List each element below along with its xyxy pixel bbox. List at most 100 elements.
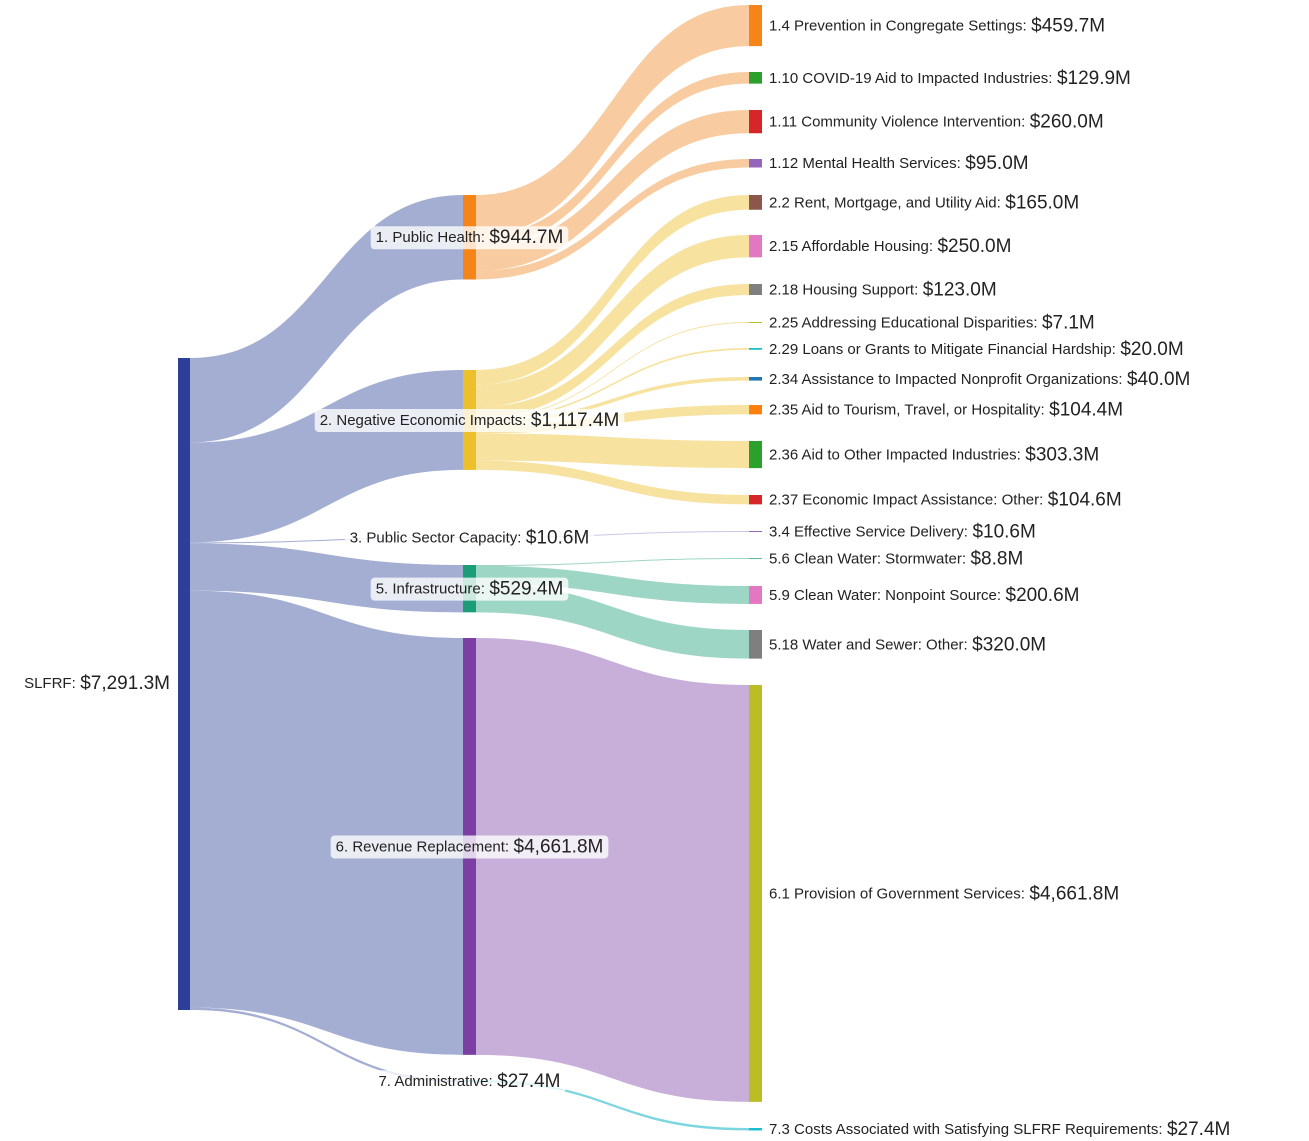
label-text: 6.1 Provision of Government Services: $4… (769, 883, 1119, 904)
link (476, 583, 749, 659)
label-text: 7.3 Costs Associated with Satisfying SLF… (769, 1119, 1230, 1140)
node (749, 405, 762, 415)
label-name: 5.18 Water and Sewer: Other: (769, 636, 968, 653)
label-value: $7,291.3M (80, 673, 170, 694)
label-text: 2.35 Aid to Tourism, Travel, or Hospital… (769, 400, 1123, 421)
link (476, 460, 749, 505)
label-text: 1.4 Prevention in Congregate Settings: $… (769, 16, 1105, 37)
link (476, 433, 749, 469)
label-text: 1.12 Mental Health Services: $95.0M (769, 153, 1029, 174)
link (476, 235, 749, 408)
label-value: $104.4M (1049, 400, 1123, 421)
node (749, 630, 762, 659)
label-text: 2.18 Housing Support: $123.0M (769, 280, 997, 301)
label-text: 1.10 COVID-19 Aid to Impacted Industries… (769, 68, 1131, 89)
label-text: 6. Revenue Replacement: $4,661.8M (336, 836, 604, 857)
node (749, 377, 762, 381)
label-value: $4,661.8M (514, 836, 604, 857)
link (476, 322, 749, 420)
node-label: 5. Infrastructure: $529.4M (370, 577, 569, 601)
link (476, 159, 749, 280)
label-value: $123.0M (923, 280, 997, 301)
node (749, 159, 762, 168)
label-text: 2.15 Affordable Housing: $250.0M (769, 236, 1011, 257)
label-name: 7.3 Costs Associated with Satisfying SLF… (769, 1121, 1163, 1138)
label-value: $165.0M (1005, 192, 1079, 213)
label-name: 2.18 Housing Support: (769, 281, 918, 298)
label-value: $944.7M (489, 227, 563, 248)
label-name: 2. Negative Economic Impacts: (320, 412, 527, 429)
node-label: 2.29 Loans or Grants to Mitigate Financi… (769, 339, 1184, 360)
label-text: 2.2 Rent, Mortgage, and Utility Aid: $16… (769, 192, 1079, 213)
label-value: $27.4M (497, 1071, 560, 1092)
label-value: $27.4M (1167, 1119, 1230, 1140)
node (749, 558, 762, 559)
node-label: 7. Administrative: $27.4M (373, 1070, 566, 1094)
node (749, 110, 762, 134)
label-text: 2.36 Aid to Other Impacted Industries: $… (769, 445, 1099, 466)
node (749, 1128, 762, 1131)
label-text: 5.9 Clean Water: Nonpoint Source: $200.6… (769, 585, 1079, 606)
labels: SLFRF: $7,291.3M 1.4 Prevention in Congre… (24, 16, 1230, 1141)
node-label: 1.12 Mental Health Services: $95.0M (769, 153, 1029, 174)
link (476, 531, 749, 538)
label-name: 2.36 Aid to Other Impacted Industries: (769, 447, 1021, 464)
link (476, 110, 749, 271)
node (749, 685, 762, 1102)
link (476, 638, 749, 1102)
label-name: 2.34 Assistance to Impacted Nonprofit Or… (769, 371, 1123, 388)
node-label: 2.18 Housing Support: $123.0M (769, 280, 997, 301)
link (476, 558, 749, 566)
node-label: 3. Public Sector Capacity: $10.6M (344, 526, 595, 550)
label-text: 2.29 Loans or Grants to Mitigate Financi… (769, 339, 1184, 360)
node-label: 2. Negative Economic Impacts: $1,117.4M (314, 408, 625, 432)
label-name: 7. Administrative: (378, 1073, 492, 1090)
label-value: $95.0M (965, 153, 1028, 174)
node-label: 2.15 Affordable Housing: $250.0M (769, 236, 1011, 257)
label-name: 6.1 Provision of Government Services: (769, 885, 1025, 902)
label-value: $459.7M (1031, 16, 1105, 37)
label-name: 3.4 Effective Service Delivery: (769, 523, 968, 540)
label-text: 7. Administrative: $27.4M (378, 1071, 560, 1092)
label-name: 3. Public Sector Capacity: (350, 529, 522, 546)
label-name: 5.6 Clean Water: Stormwater: (769, 550, 966, 567)
node (749, 5, 762, 47)
label-name: 2.25 Addressing Educational Disparities: (769, 314, 1038, 331)
label-value: $200.6M (1006, 585, 1080, 606)
label-value: $10.6M (972, 522, 1035, 543)
label-name: 1.11 Community Violence Intervention: (769, 114, 1025, 131)
label-box (344, 526, 595, 550)
label-name: 6. Revenue Replacement: (336, 838, 509, 855)
node-label: 1.10 COVID-19 Aid to Impacted Industries… (769, 68, 1131, 89)
node-label: 1.4 Prevention in Congregate Settings: $… (769, 16, 1105, 37)
label-value: $529.4M (489, 579, 563, 600)
node (749, 441, 762, 469)
node-label: 2.37 Economic Impact Assistance: Other: … (769, 490, 1122, 511)
label-box (370, 226, 569, 250)
node-label: 2.36 Aid to Other Impacted Industries: $… (769, 445, 1099, 466)
label-name: 2.35 Aid to Tourism, Travel, or Hospital… (769, 402, 1045, 419)
label-value: $20.0M (1120, 339, 1183, 360)
node-label: 5.9 Clean Water: Nonpoint Source: $200.6… (769, 585, 1079, 606)
node (749, 495, 762, 505)
node-label: 5.18 Water and Sewer: Other: $320.0M (769, 634, 1046, 655)
link (476, 5, 749, 237)
link (476, 284, 749, 419)
link (476, 348, 749, 421)
link (190, 590, 463, 1055)
node-label: 7.3 Costs Associated with Satisfying SLF… (769, 1119, 1230, 1140)
node-label: 2.34 Assistance to Impacted Nonprofit Or… (769, 369, 1190, 390)
node-label: 2.35 Aid to Tourism, Travel, or Hospital… (769, 400, 1123, 421)
node-label: 1. Public Health: $944.7M (370, 226, 569, 250)
label-text: 2.34 Assistance to Impacted Nonprofit Or… (769, 369, 1190, 390)
link (190, 537, 463, 544)
label-value: $4,661.8M (1029, 883, 1119, 904)
label-text: 3. Public Sector Capacity: $10.6M (350, 528, 590, 549)
label-text: 2.37 Economic Impact Assistance: Other: … (769, 490, 1122, 511)
label-value: $8.8M (970, 549, 1023, 570)
node-label: 2.25 Addressing Educational Disparities:… (769, 313, 1095, 334)
node-label: 3.4 Effective Service Delivery: $10.6M (769, 522, 1036, 543)
link (476, 377, 749, 425)
node-label: 6.1 Provision of Government Services: $4… (769, 883, 1119, 904)
